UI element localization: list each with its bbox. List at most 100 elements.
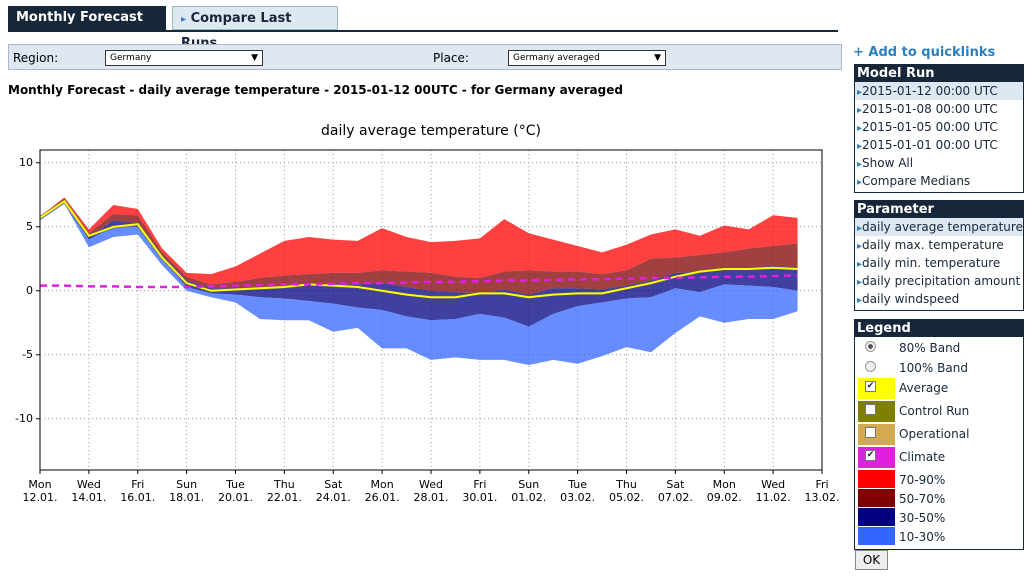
line: [40, 274, 798, 289]
radio[interactable]: [865, 361, 876, 372]
legend-swatch: [858, 401, 895, 422]
legend-band-mode[interactable]: 100% Band: [855, 357, 1023, 377]
y-tick-label: 10: [19, 156, 33, 169]
legend-swatch: [858, 508, 895, 526]
place-value: Germany averaged: [513, 53, 600, 63]
parameter-item[interactable]: daily precipitation amount: [855, 272, 1023, 290]
legend-item[interactable]: 30-50%: [855, 507, 1023, 526]
x-tick-label: Tue: [225, 478, 245, 491]
legend-panel: Legend 80% Band 100% Band ✔ Average Control …: [854, 319, 1024, 550]
legend-swatch: [858, 378, 895, 399]
legend-item[interactable]: 10-30%: [855, 526, 1023, 545]
x-tick-label: Mon: [713, 478, 736, 491]
plot-frame: [39, 149, 823, 471]
region-value: Germany: [110, 53, 152, 63]
band: [40, 198, 798, 295]
x-tick-label: 11.02.: [756, 491, 791, 504]
checkbox[interactable]: ✔: [865, 381, 876, 392]
x-tick-label: 14.01.: [71, 491, 106, 504]
x-tick-label: 03.02.: [560, 491, 595, 504]
x-tick-label: Fri: [473, 478, 486, 491]
legend-item[interactable]: Control Run: [855, 400, 1023, 423]
legend-swatch: [858, 489, 895, 507]
ok-button[interactable]: OK: [855, 550, 888, 570]
model-run-item[interactable]: 2015-01-08 00:00 UTC: [855, 100, 1023, 118]
x-tick-label: 13.02.: [805, 491, 840, 504]
place-select[interactable]: Germany averaged ▼: [508, 50, 666, 66]
panel-title: Legend: [855, 320, 1023, 337]
model-run-item[interactable]: Compare Medians: [855, 172, 1023, 190]
page-heading: Monthly Forecast - daily average tempera…: [8, 83, 623, 97]
checkbox[interactable]: ✔: [865, 450, 876, 461]
x-tick-label: Sun: [176, 478, 197, 491]
legend-swatch: [858, 424, 895, 445]
line: [39, 199, 798, 299]
legend-item[interactable]: 70-90%: [855, 469, 1023, 488]
legend-item[interactable]: 50-70%: [855, 488, 1023, 507]
radio[interactable]: [865, 341, 876, 352]
panel-title: Parameter: [855, 201, 1023, 218]
y-tick-label: 0: [26, 284, 33, 297]
x-tick-label: Fri: [131, 478, 144, 491]
x-tick-label: Sat: [666, 478, 685, 491]
legend-label: 30-50%: [899, 511, 946, 525]
legend-label: 70-90%: [899, 473, 946, 487]
chart-title: daily average temperature (°C): [321, 123, 541, 139]
x-tick-label: Wed: [77, 478, 101, 491]
y-tick-label: -10: [15, 412, 33, 425]
model-run-panel: Model Run 2015-01-12 00:00 UTC2015-01-08…: [854, 64, 1024, 193]
quicklink[interactable]: + Add to quicklinks: [853, 45, 996, 60]
y-tick-label: -5: [22, 348, 33, 361]
x-tick-label: Tue: [567, 478, 587, 491]
legend-label: Control Run: [899, 404, 970, 418]
legend-item[interactable]: Operational: [855, 423, 1023, 446]
region-select[interactable]: Germany ▼: [105, 50, 263, 66]
x-tick-label: Wed: [761, 478, 785, 491]
model-run-item[interactable]: 2015-01-12 00:00 UTC: [855, 82, 1023, 100]
legend-label: 10-30%: [899, 530, 946, 544]
legend-swatch: [858, 527, 895, 545]
parameter-item[interactable]: daily average temperature: [855, 218, 1023, 236]
legend-label: Average: [899, 381, 949, 395]
x-tick-label: 16.01.: [120, 491, 155, 504]
y-tick-label: 5: [26, 220, 33, 233]
x-tick-label: Sat: [324, 478, 343, 491]
model-run-item[interactable]: 2015-01-01 00:00 UTC: [855, 136, 1023, 154]
x-tick-label: 07.02.: [658, 491, 693, 504]
checkbox[interactable]: [865, 404, 876, 415]
x-tick-label: 26.01.: [365, 491, 400, 504]
band: [40, 197, 798, 285]
x-tick-label: 01.02.: [511, 491, 546, 504]
legend-label: 50-70%: [899, 492, 946, 506]
parameter-item[interactable]: daily max. temperature: [855, 236, 1023, 254]
tab[interactable]: Monthly Forecast: [8, 6, 166, 30]
x-tick-label: Mon: [371, 478, 394, 491]
x-tick-label: Fri: [815, 478, 828, 491]
legend-swatch: [858, 470, 895, 488]
x-tick-label: 12.01.: [23, 491, 58, 504]
checkbox[interactable]: [865, 427, 876, 438]
legend-item[interactable]: ✔ Average: [855, 377, 1023, 400]
band: [40, 202, 798, 366]
legend-band-mode[interactable]: 80% Band: [855, 337, 1023, 357]
x-tick-label: 22.01.: [267, 491, 302, 504]
x-tick-label: Thu: [273, 478, 295, 491]
legend-item[interactable]: ✔ Climate: [855, 446, 1023, 469]
band: [40, 201, 798, 327]
parameter-item[interactable]: daily min. temperature: [855, 254, 1023, 272]
x-tick-label: 18.01.: [169, 491, 204, 504]
x-tick-label: 05.02.: [609, 491, 644, 504]
model-run-item[interactable]: Show All: [855, 154, 1023, 172]
tab-rule: [8, 30, 838, 32]
form-bar: Region: Germany ▼ Place: Germany averaged…: [8, 44, 842, 70]
tab[interactable]: ▸ Compare Last Runs: [172, 6, 338, 51]
x-tick-label: Wed: [419, 478, 443, 491]
legend-label: 80% Band: [899, 341, 961, 355]
x-tick-label: 28.01.: [414, 491, 449, 504]
x-tick-label: 09.02.: [707, 491, 742, 504]
model-run-item[interactable]: 2015-01-05 00:00 UTC: [855, 118, 1023, 136]
legend-swatch: [858, 447, 895, 468]
parameter-item[interactable]: daily windspeed: [855, 290, 1023, 308]
legend-label: Operational: [899, 427, 970, 441]
